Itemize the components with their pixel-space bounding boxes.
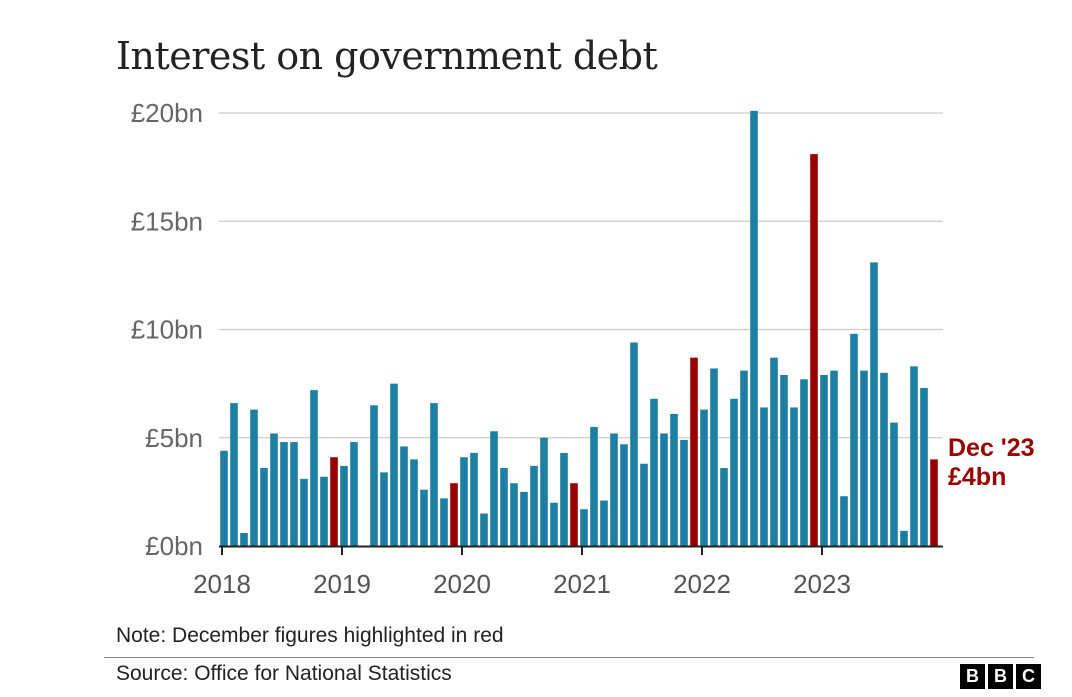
bar (320, 476, 328, 546)
bar (930, 459, 938, 546)
bar (380, 472, 388, 546)
bar (760, 407, 768, 546)
bar (780, 374, 788, 546)
bar (290, 442, 298, 546)
x-axis (219, 545, 943, 555)
x-tick-label: 2018 (193, 569, 251, 599)
bar (460, 457, 468, 546)
bar (340, 465, 348, 546)
bar (630, 342, 638, 546)
y-tick-label: £5bn (145, 423, 203, 453)
bar (390, 383, 398, 546)
bar (720, 468, 728, 546)
x-tick-label: 2019 (313, 569, 371, 599)
bar (370, 405, 378, 546)
bar (740, 370, 748, 546)
bar (690, 357, 698, 546)
annotation-value: £4bn (948, 463, 1006, 491)
chart-source: Source: Office for National Statistics (116, 662, 452, 685)
x-tick-label: 2020 (433, 569, 491, 599)
y-tick-label: £15bn (131, 206, 203, 236)
bar (800, 379, 808, 546)
bar (310, 390, 318, 546)
bar (250, 409, 258, 546)
bar (620, 444, 628, 546)
bar (280, 442, 288, 546)
bar (230, 403, 238, 546)
bar (900, 530, 908, 546)
bar (450, 483, 458, 546)
bar (700, 409, 708, 546)
bar-chart: £0bn £5bn £10bn £15bn £20bn 2018 2019 2020 2021… (131, 98, 1035, 599)
bar (440, 498, 448, 546)
bar (510, 483, 518, 546)
bar (500, 468, 508, 546)
logo-letter: B (960, 664, 985, 689)
bar (480, 513, 488, 546)
annotation: Dec '23£4bn (948, 434, 1035, 491)
bar (570, 483, 578, 546)
x-tick-label: 2022 (673, 569, 731, 599)
bar (580, 509, 588, 546)
y-tick-label: £10bn (131, 315, 203, 345)
bar (540, 437, 548, 546)
bar (880, 372, 888, 546)
bar (430, 403, 438, 546)
footer-divider (104, 657, 1034, 658)
bar (610, 433, 618, 546)
bar (660, 433, 668, 546)
bar (860, 370, 868, 546)
bar (600, 500, 608, 546)
bar (240, 533, 248, 546)
bar (410, 459, 418, 546)
bar (400, 446, 408, 546)
bar (830, 370, 838, 546)
chart-note: Note: December figures highlighted in re… (116, 624, 504, 647)
bar (270, 433, 278, 546)
bars (220, 110, 938, 547)
bbc-logo: B B C (960, 664, 1041, 689)
bar (420, 489, 428, 546)
bar (330, 457, 338, 546)
bar (770, 357, 778, 546)
bar (490, 431, 498, 546)
annotation-label: Dec '23 (948, 434, 1035, 462)
x-tick-label: 2023 (793, 569, 851, 599)
x-tick-label: 2021 (553, 569, 611, 599)
logo-letter: B (988, 664, 1013, 689)
bar (730, 398, 738, 546)
bar (810, 154, 818, 546)
bar (670, 413, 678, 546)
bar (870, 262, 878, 546)
bar (550, 502, 558, 546)
bar (920, 387, 928, 546)
bar (560, 452, 568, 546)
bar (350, 442, 358, 546)
bar (680, 439, 688, 546)
bar (220, 450, 228, 546)
bar (710, 368, 718, 546)
bar (520, 491, 528, 546)
bar (890, 422, 898, 546)
bar (640, 463, 648, 546)
bar (470, 452, 478, 546)
logo-letter: C (1016, 664, 1041, 689)
bar (530, 465, 538, 546)
y-tick-label: £20bn (131, 98, 203, 128)
chart-title: Interest on government debt (116, 34, 658, 78)
bar (750, 110, 758, 547)
y-axis-labels: £0bn £5bn £10bn £15bn £20bn (131, 98, 203, 561)
bar (260, 468, 268, 546)
bar (300, 478, 308, 546)
bar (790, 407, 798, 546)
x-axis-labels: 2018 2019 2020 2021 2022 2023 (193, 569, 851, 599)
y-tick-label: £0bn (145, 531, 203, 561)
bar (910, 366, 918, 546)
bar (820, 374, 828, 546)
bar (850, 333, 858, 546)
bar (590, 426, 598, 546)
bar (650, 398, 658, 546)
bar (840, 496, 848, 546)
